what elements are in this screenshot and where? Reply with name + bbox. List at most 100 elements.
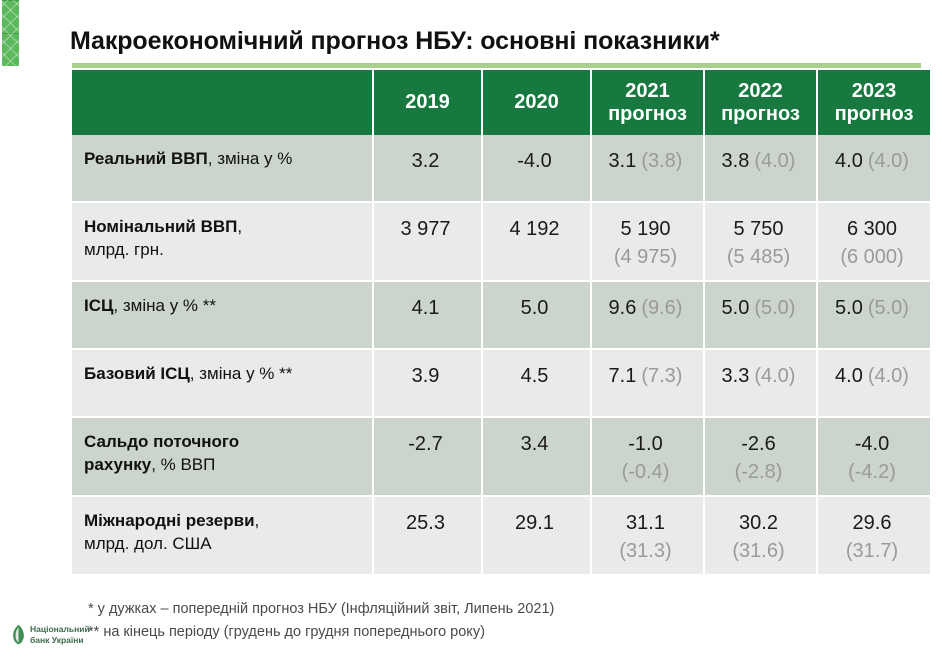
footnotes: * у дужках – попередній прогноз НБУ (Інф… bbox=[88, 598, 554, 645]
value: 4.5 bbox=[520, 365, 549, 387]
value: -1.0 bbox=[628, 433, 663, 455]
value: 9.6 bbox=[608, 297, 637, 319]
cell-real-gdp-2021: 3.1 (3.8) bbox=[591, 135, 705, 203]
value: 3.4 bbox=[520, 433, 549, 455]
row-label-cpi: ІСЦ, зміна у % ** bbox=[72, 281, 374, 350]
cell-core-cpi-2023: 4.0 (4.0) bbox=[817, 349, 930, 418]
cell-core-cpi-2021: 7.1 (7.3) bbox=[591, 349, 705, 418]
value: 5.0 bbox=[835, 297, 863, 319]
cell-current-account-2021: -1.0 (-0.4) bbox=[591, 417, 705, 497]
row-label-real-gdp-bold: Реальний ВВП bbox=[84, 149, 208, 168]
previous-forecast-value: (31.3) bbox=[619, 540, 672, 562]
table-row: Міжнародні резерви, млрд. дол. США 25.3 … bbox=[72, 496, 930, 574]
row-label-core-cpi-bold: Базовий ІСЦ bbox=[84, 364, 190, 383]
column-header-2021-sub: прогноз bbox=[608, 102, 687, 125]
previous-forecast-value: (31.7) bbox=[845, 540, 899, 562]
cell-core-cpi-2020: 4.5 bbox=[482, 349, 592, 418]
row-label-nominal-gdp-rest: , bbox=[237, 217, 243, 236]
cell-real-gdp-2023: 4.0 (4.0) bbox=[817, 135, 930, 203]
column-header-indicator bbox=[72, 70, 374, 135]
value: 4 192 bbox=[509, 218, 560, 240]
cell-nominal-gdp-2022: 5 750 (5 485) bbox=[704, 202, 818, 282]
table-header: 2019 2020 2021 прогноз 2022 прогноз 2023… bbox=[72, 70, 930, 135]
cell-current-account-2019: -2.7 bbox=[373, 417, 483, 497]
column-header-2020-year: 2020 bbox=[514, 91, 559, 114]
value: 4.0 bbox=[835, 365, 863, 387]
value: 5 190 bbox=[620, 218, 671, 240]
row-label-nominal-gdp-unit: млрд. грн. bbox=[84, 239, 164, 259]
value: 6 300 bbox=[846, 218, 898, 240]
row-label-current-account-rest: , % ВВП bbox=[151, 454, 216, 474]
value: -4.0 bbox=[854, 433, 890, 455]
row-label-reserves: Міжнародні резерви, млрд. дол. США bbox=[72, 496, 374, 574]
nbu-trident-icon bbox=[13, 624, 24, 645]
column-header-2020: 2020 bbox=[482, 70, 592, 135]
table-row: ІСЦ, зміна у % ** 4.1 5.0 9.6 (9.6) 5.0 (5… bbox=[72, 281, 930, 350]
footnote-single-asterisk: * у дужках – попередній прогноз НБУ (Інф… bbox=[88, 601, 555, 617]
column-header-2022-sub: прогноз bbox=[721, 102, 800, 125]
value: 4.1 bbox=[411, 297, 440, 319]
cell-cpi-2023: 5.0 (5.0) bbox=[817, 281, 930, 350]
cell-nominal-gdp-2020: 4 192 bbox=[482, 202, 592, 282]
value: 3.3 bbox=[721, 365, 750, 387]
value: 30.2 bbox=[739, 512, 778, 534]
column-header-2023-sub: прогноз bbox=[834, 102, 914, 125]
cell-cpi-2021: 9.6 (9.6) bbox=[591, 281, 705, 350]
previous-forecast-value: (7.3) bbox=[641, 365, 683, 387]
cell-current-account-2022: -2.6 (-2.8) bbox=[704, 417, 818, 497]
row-label-cpi-rest: , зміна у % ** bbox=[113, 296, 216, 315]
cell-reserves-2023: 29.6 (31.7) bbox=[817, 496, 930, 574]
value: 3.2 bbox=[411, 150, 440, 172]
cell-reserves-2020: 29.1 bbox=[482, 496, 592, 574]
previous-forecast-value: (5.0) bbox=[867, 297, 909, 319]
footnote-double-asterisk: ** на кінець періоду (грудень до грудня … bbox=[88, 624, 485, 641]
previous-forecast-value: (3.8) bbox=[641, 150, 683, 172]
page-title: Макроекономічний прогноз НБУ: основні по… bbox=[70, 27, 720, 55]
table-row: Номінальний ВВП, млрд. грн. 3 977 4 192 … bbox=[72, 202, 930, 282]
value: 3.1 bbox=[608, 150, 637, 172]
table-row: Базовий ІСЦ, зміна у % ** 3.9 4.5 7.1 (7.… bbox=[72, 349, 930, 418]
row-label-core-cpi: Базовий ІСЦ, зміна у % ** bbox=[72, 349, 374, 418]
value: 29.1 bbox=[515, 512, 554, 534]
row-label-nominal-gdp-bold: Номінальний ВВП bbox=[84, 217, 238, 236]
table-row: Сальдо поточного рахунку, % ВВП -2.7 3.4… bbox=[72, 417, 930, 497]
previous-forecast-value: (4 975) bbox=[613, 246, 678, 268]
row-label-nominal-gdp: Номінальний ВВП, млрд. грн. bbox=[72, 202, 374, 282]
previous-forecast-value: (4.0) bbox=[754, 365, 796, 387]
column-header-2021-year: 2021 bbox=[625, 80, 670, 103]
value: 25.3 bbox=[406, 512, 445, 534]
cell-real-gdp-2022: 3.8 (4.0) bbox=[704, 135, 818, 203]
cell-nominal-gdp-2021: 5 190 (4 975) bbox=[591, 202, 705, 282]
previous-forecast-value: (5.0) bbox=[754, 297, 796, 319]
column-header-2022: 2022 прогноз bbox=[704, 70, 818, 135]
value: 7.1 bbox=[608, 365, 637, 387]
value: 3.9 bbox=[411, 365, 440, 387]
row-label-core-cpi-rest: , зміна у % ** bbox=[189, 364, 293, 383]
value: 5.0 bbox=[721, 297, 750, 319]
cell-reserves-2021: 31.1 (31.3) bbox=[591, 496, 705, 574]
row-label-reserves-bold: Міжнародні резерви bbox=[84, 511, 255, 530]
column-header-2019: 2019 bbox=[373, 70, 483, 135]
cell-core-cpi-2022: 3.3 (4.0) bbox=[704, 349, 818, 418]
previous-forecast-value: (6 000) bbox=[840, 246, 904, 268]
decorative-corner-strip bbox=[2, 0, 19, 66]
row-label-real-gdp: Реальний ВВП, зміна у % bbox=[72, 135, 374, 203]
value: 31.1 bbox=[626, 512, 665, 534]
previous-forecast-value: (4.0) bbox=[867, 365, 909, 387]
value: 3 977 bbox=[400, 218, 451, 240]
column-header-2019-year: 2019 bbox=[405, 91, 450, 114]
title-underline-rule bbox=[72, 63, 921, 68]
previous-forecast-value: (5 485) bbox=[726, 246, 791, 268]
cell-real-gdp-2019: 3.2 bbox=[373, 135, 483, 203]
value: -2.7 bbox=[408, 433, 443, 455]
table-row: Реальний ВВП, зміна у % 3.2 -4.0 3.1 (3.8… bbox=[72, 135, 930, 203]
nbu-logo: Національний банк України bbox=[12, 624, 90, 645]
cell-reserves-2022: 30.2 (31.6) bbox=[704, 496, 818, 574]
nbu-logo-text: Національний банк України bbox=[30, 624, 90, 645]
column-header-2022-year: 2022 bbox=[738, 80, 783, 103]
column-header-2021: 2021 прогноз bbox=[591, 70, 705, 135]
cell-nominal-gdp-2023: 6 300 (6 000) bbox=[817, 202, 930, 282]
cell-cpi-2019: 4.1 bbox=[373, 281, 483, 350]
value: -2.6 bbox=[741, 433, 776, 455]
value: 29.6 bbox=[852, 512, 892, 534]
